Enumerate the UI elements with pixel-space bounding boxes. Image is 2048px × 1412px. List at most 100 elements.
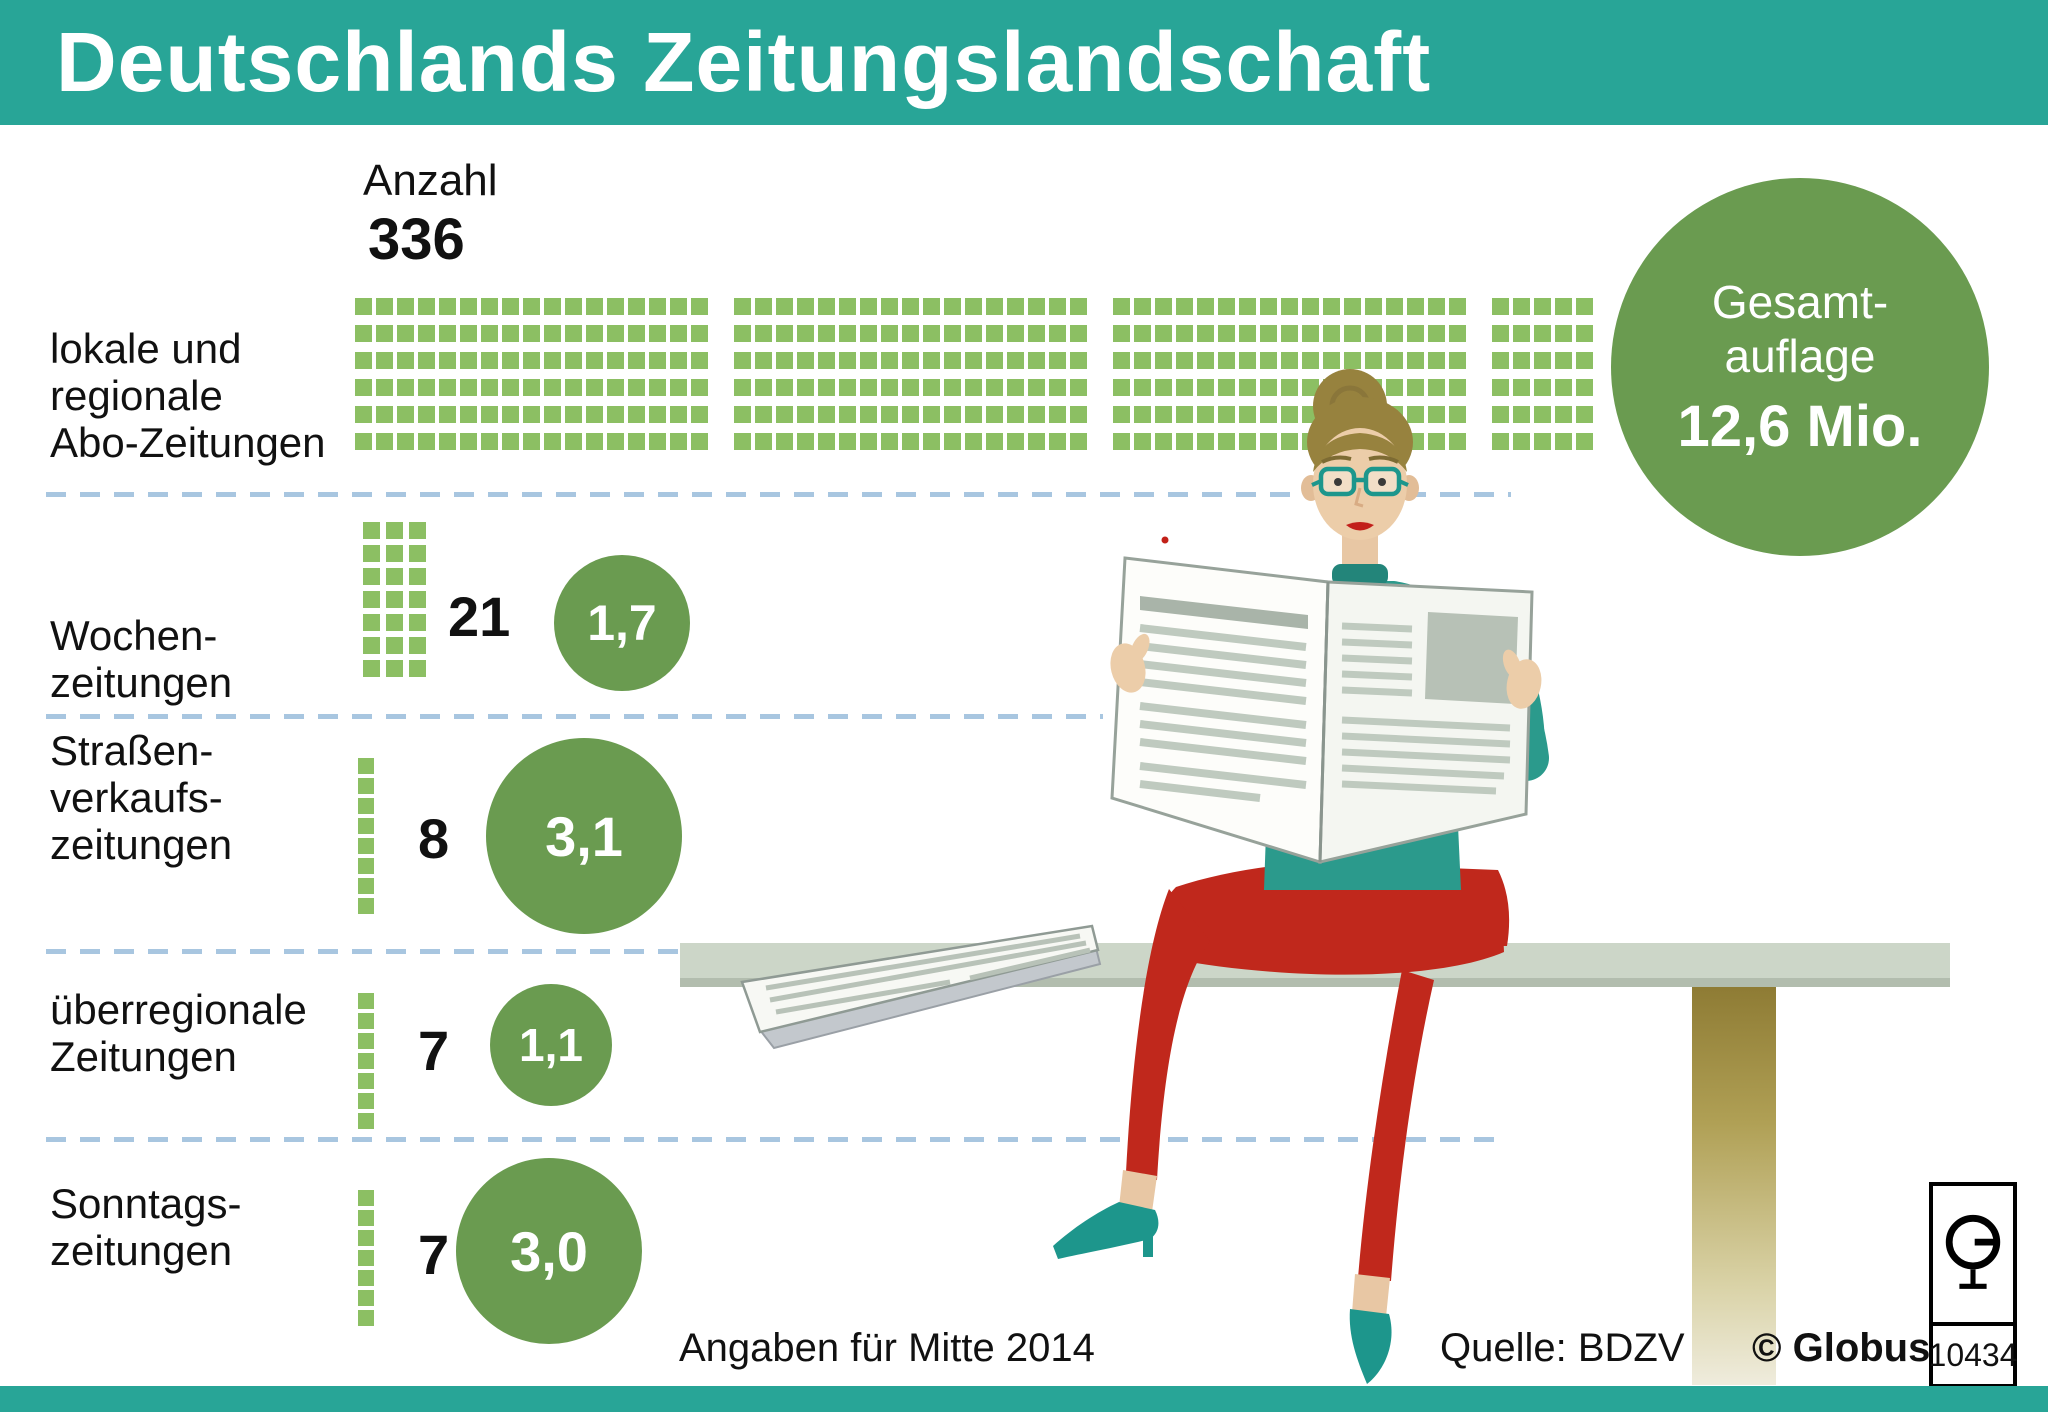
unit-square xyxy=(755,433,772,450)
unit-square xyxy=(386,545,403,562)
unit-square xyxy=(1176,433,1193,450)
unit-square xyxy=(670,379,687,396)
unit-square xyxy=(607,433,624,450)
unit-square xyxy=(1218,379,1235,396)
unit-square xyxy=(1576,325,1593,342)
unit-square xyxy=(1302,325,1319,342)
unit-square xyxy=(776,433,793,450)
unit-square xyxy=(1197,325,1214,342)
unit-square xyxy=(502,352,519,369)
unit-square xyxy=(1239,379,1256,396)
unit-square xyxy=(1070,298,1087,315)
row-label-wochenzeitungen: Wochen- zeitungen xyxy=(50,612,232,706)
unit-square xyxy=(358,1250,374,1266)
unit-square xyxy=(418,379,435,396)
unit-square xyxy=(734,433,751,450)
picto-group xyxy=(363,522,426,677)
unit-square xyxy=(1113,325,1130,342)
unit-square xyxy=(544,325,561,342)
unit-square xyxy=(386,522,403,539)
unit-square xyxy=(628,433,645,450)
unit-square xyxy=(363,522,380,539)
unit-square xyxy=(523,325,540,342)
woman xyxy=(1053,369,1549,1384)
dashed-separator xyxy=(46,492,1511,497)
unit-square xyxy=(1028,379,1045,396)
unit-square xyxy=(649,406,666,423)
unit-square xyxy=(418,325,435,342)
unit-square xyxy=(860,433,877,450)
unit-square xyxy=(965,352,982,369)
unit-square xyxy=(523,298,540,315)
unit-square xyxy=(523,379,540,396)
unit-square xyxy=(881,433,898,450)
unit-square xyxy=(397,406,414,423)
globus-logo-icon xyxy=(1933,1186,2013,1322)
footnote-source: Quelle: BDZV xyxy=(1440,1326,1685,1370)
unit-square xyxy=(670,406,687,423)
unit-square xyxy=(586,298,603,315)
unit-square xyxy=(1218,352,1235,369)
footnote-credit: © Globus xyxy=(1752,1326,1931,1370)
row-label-sonntagszeitungen: Sonntags- zeitungen xyxy=(50,1180,241,1274)
unit-square xyxy=(1365,325,1382,342)
unit-square xyxy=(902,352,919,369)
label-line: zeitungen xyxy=(50,1227,233,1274)
header-bar: Deutschlands Zeitungslandschaft xyxy=(0,0,2048,125)
unit-square xyxy=(439,298,456,315)
unit-square xyxy=(481,406,498,423)
unit-square xyxy=(358,1073,374,1089)
unit-square xyxy=(1134,406,1151,423)
unit-square xyxy=(839,379,856,396)
unit-square xyxy=(386,591,403,608)
unit-square xyxy=(1492,433,1509,450)
unit-square xyxy=(1513,325,1530,342)
graphic-number: 10434 xyxy=(1929,1322,2018,1384)
circulation-bubble-strassenverkaufszeitungen: 3,1 xyxy=(486,738,682,934)
circulation-value: 3,0 xyxy=(510,1219,588,1283)
unit-square xyxy=(628,379,645,396)
unit-square xyxy=(358,838,374,854)
unit-square xyxy=(523,352,540,369)
count-sonntagszeitungen: 7 xyxy=(418,1223,450,1286)
unit-square xyxy=(358,878,374,894)
unit-square xyxy=(502,433,519,450)
unit-square xyxy=(418,433,435,450)
picto-group xyxy=(358,993,374,1129)
unit-square xyxy=(1513,298,1530,315)
unit-square xyxy=(649,298,666,315)
unit-square xyxy=(409,522,426,539)
unit-square xyxy=(734,325,751,342)
unit-square xyxy=(1323,352,1340,369)
unit-square xyxy=(1281,298,1298,315)
unit-square xyxy=(565,352,582,369)
unit-square xyxy=(776,379,793,396)
unit-square xyxy=(439,406,456,423)
unit-square xyxy=(902,433,919,450)
dashed-separator xyxy=(46,714,1103,719)
unit-square xyxy=(691,325,708,342)
unit-square xyxy=(1070,406,1087,423)
unit-square xyxy=(376,325,393,342)
unit-square xyxy=(1302,352,1319,369)
unit-square xyxy=(965,379,982,396)
unit-square xyxy=(1534,406,1551,423)
unit-square xyxy=(1386,298,1403,315)
unit-square xyxy=(363,637,380,654)
unit-square xyxy=(1555,352,1572,369)
unit-square xyxy=(1239,325,1256,342)
unit-square xyxy=(986,433,1003,450)
unit-square xyxy=(1407,298,1424,315)
row-label-strassenverkaufszeitungen: Straßen- verkaufs- zeitungen xyxy=(50,727,232,868)
unit-square xyxy=(923,433,940,450)
unit-square xyxy=(1176,325,1193,342)
unit-square xyxy=(409,660,426,677)
unit-square xyxy=(755,298,772,315)
unit-square xyxy=(1428,433,1445,450)
unit-square xyxy=(386,614,403,631)
unit-square xyxy=(755,406,772,423)
unit-square xyxy=(358,1210,374,1226)
unit-square xyxy=(1197,298,1214,315)
unit-square xyxy=(363,591,380,608)
total-circulation-bubble: Gesamt- auflage 12,6 Mio. xyxy=(1611,178,1989,556)
